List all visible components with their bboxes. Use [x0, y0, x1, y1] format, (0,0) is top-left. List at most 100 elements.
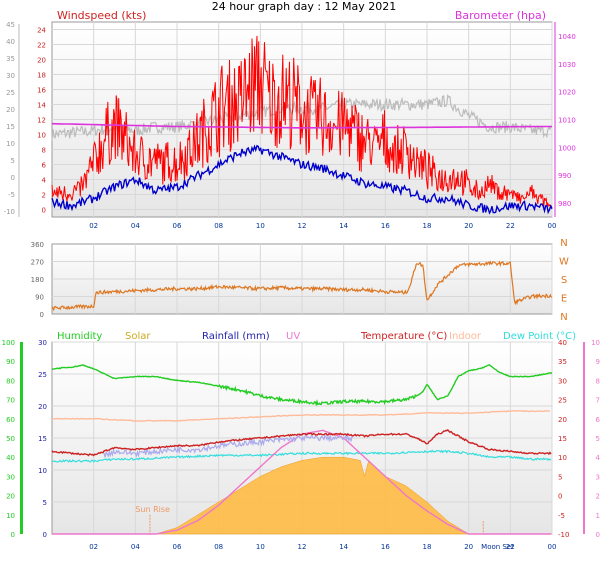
legend-entry: Indoor — [449, 331, 482, 342]
temp-axis-tick: 40 — [558, 339, 567, 347]
x-axis-tick: 10 — [256, 543, 265, 551]
gust-series-line — [51, 35, 553, 209]
direction-axis-tick: 180 — [31, 276, 44, 284]
wind-axis-tick: 4 — [42, 177, 47, 185]
humidity-series-line — [51, 364, 553, 407]
outer-axis-tick: -10 — [4, 208, 15, 216]
wind-axis-tick: 8 — [42, 147, 46, 155]
legend-entry: Solar — [125, 331, 151, 342]
solar-axis-tick: 20 — [38, 403, 47, 411]
wind-axis-tick: 6 — [42, 162, 47, 170]
compass-label: N — [560, 312, 567, 323]
outer-axis-tick: 30 — [6, 72, 15, 80]
outer-axis-tick: 20 — [6, 106, 15, 114]
x-axis-tick: 18 — [423, 222, 432, 230]
x-axis-tick: 02 — [89, 543, 98, 551]
temp-axis-tick: 25 — [558, 397, 567, 405]
temp-axis-tick: 20 — [558, 416, 567, 424]
wind-axis-tick: 10 — [37, 132, 46, 140]
x-axis-tick: 18 — [423, 543, 432, 551]
solar-axis-tick: 10 — [38, 467, 47, 475]
compass-label: S — [561, 275, 567, 286]
humidity-axis-tick: 30 — [6, 473, 15, 481]
direction-axis-tick: 360 — [31, 241, 44, 249]
x-axis-tick: 16 — [381, 543, 390, 551]
temperature-series-line — [51, 428, 552, 457]
humidity-axis-tick: 80 — [6, 377, 15, 385]
x-axis-tick: 12 — [298, 543, 307, 551]
uv-axis-tick: 3 — [596, 473, 600, 481]
temp-axis-tick: 35 — [558, 358, 567, 366]
humidity-axis-tick: 70 — [6, 397, 15, 405]
compass-label: E — [561, 294, 567, 305]
x-axis-tick: 04 — [131, 543, 140, 551]
compass-label: W — [559, 257, 569, 268]
legend-entry: Temperature (°C) — [360, 331, 447, 342]
temp-axis-tick: -10 — [558, 531, 569, 539]
x-axis-tick: 06 — [173, 222, 182, 230]
humidity-axis-tick: 90 — [6, 358, 15, 366]
solar-axis-tick: 5 — [43, 499, 47, 507]
x-axis-tick: 20 — [464, 543, 473, 551]
baro-axis-tick: 1000 — [558, 144, 576, 152]
direction-series-line — [51, 260, 553, 312]
lavender-series-line — [103, 434, 354, 458]
wind-axis-tick: 0 — [42, 207, 46, 215]
uv-axis-tick: 4 — [596, 454, 601, 462]
legend-entry: Humidity — [57, 331, 102, 342]
direction-axis-tick: 90 — [35, 294, 44, 302]
x-axis-tick: 14 — [339, 222, 348, 230]
uv-axis-tick: 1 — [596, 512, 600, 520]
sunrise-label: Sun Rise — [135, 505, 170, 514]
baro-axis-tick: 1010 — [558, 117, 576, 125]
baro-axis-label: Barometer (hpa) — [455, 9, 546, 22]
humidity-axis-tick: 50 — [6, 435, 15, 443]
x-axis-tick: 08 — [214, 543, 223, 551]
uv-axis-tick: 10 — [591, 339, 600, 347]
wind-axis-tick: 18 — [37, 72, 46, 80]
wind-axis-label: Windspeed (kts) — [57, 9, 146, 22]
baro-axis-tick: 1030 — [558, 61, 576, 69]
uv-axis-tick: 7 — [596, 397, 600, 405]
outer-axis-tick: 10 — [6, 140, 15, 148]
chart-title: 24 hour graph day : 12 May 2021 — [212, 0, 397, 13]
x-axis-tick: 04 — [131, 222, 140, 230]
uv-axis-tick: 2 — [596, 493, 600, 501]
outer-axis-tick: 40 — [6, 38, 15, 46]
x-axis-tick: 14 — [339, 543, 348, 551]
outer-axis-tick: -5 — [8, 191, 15, 199]
moonset-label: Moon Set — [481, 543, 514, 551]
x-axis-tick: 20 — [464, 222, 473, 230]
legend-entry: Dew Point (°C) — [503, 331, 576, 342]
temp-axis-tick: 30 — [558, 377, 567, 385]
temp-axis-tick: 0 — [558, 493, 562, 501]
humidity-axis-tick: 20 — [6, 493, 15, 501]
wind-axis-tick: 12 — [37, 117, 46, 125]
uv-axis-tick: 8 — [596, 377, 600, 385]
wind-axis-tick: 14 — [37, 102, 46, 110]
avg-wind-series-line — [51, 144, 553, 215]
dewpoint-series-line — [51, 449, 552, 463]
x-axis-tick: 00 — [548, 543, 557, 551]
direction-axis-tick: 0 — [40, 311, 44, 319]
solar-axis-tick: 0 — [43, 531, 47, 539]
baro-axis-tick: 980 — [558, 200, 571, 208]
x-axis-tick: 22 — [506, 543, 515, 551]
wind-axis-tick: 22 — [37, 42, 46, 50]
x-axis-tick: 16 — [381, 222, 390, 230]
legend-entry: Rainfall (mm) — [202, 331, 270, 342]
baro-axis-tick: 1040 — [558, 33, 576, 41]
x-axis-tick: 10 — [256, 222, 265, 230]
x-axis-tick: 00 — [548, 222, 557, 230]
humidity-axis-tick: 60 — [6, 416, 15, 424]
outer-axis-tick: 45 — [6, 21, 15, 29]
baro-axis-tick: 990 — [558, 172, 571, 180]
uv-axis-tick: 0 — [596, 531, 600, 539]
x-axis-tick: 22 — [506, 222, 515, 230]
temp-axis-tick: 5 — [558, 473, 562, 481]
solar-axis-tick: 30 — [38, 339, 47, 347]
temp-axis-tick: -5 — [558, 512, 565, 520]
temp-axis-tick: 15 — [558, 435, 567, 443]
